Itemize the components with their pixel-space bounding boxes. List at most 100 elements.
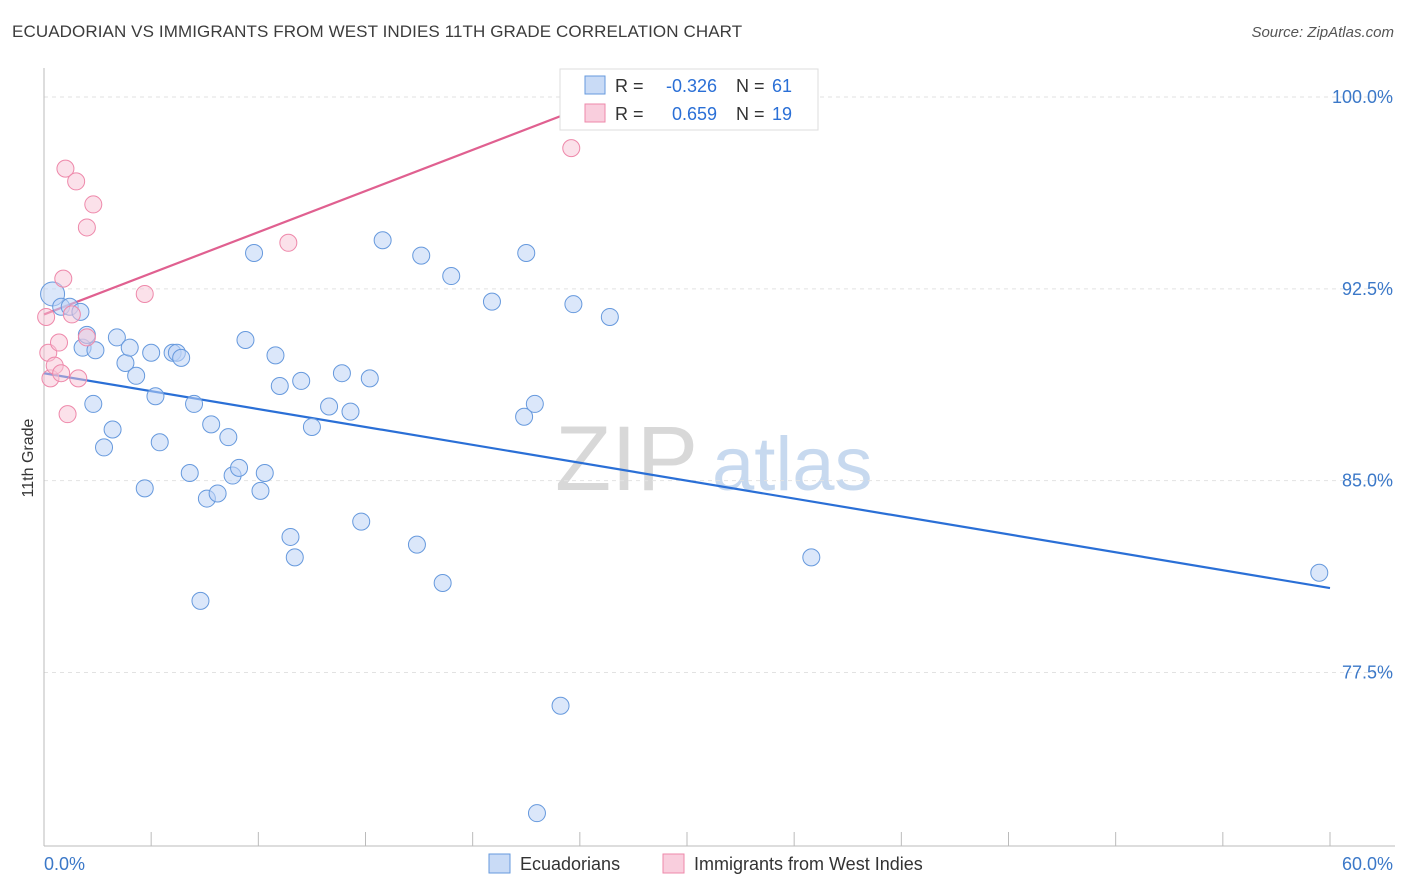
ecuadorian-point-25: [202, 415, 221, 434]
west-indies-point-14: [84, 195, 103, 214]
ecuadorian-point-49: [442, 267, 461, 286]
west-indies-point-5: [52, 364, 71, 383]
watermark-atlas: atlas: [712, 422, 873, 507]
ecuadorian-point-20: [172, 348, 191, 367]
west-indies-point-13: [77, 328, 96, 347]
ecuadorian-point-48: [433, 573, 452, 592]
stats-box: R = -0.326 N = 61 R = 0.659 N = 19: [559, 68, 819, 131]
west-indies-point-9: [62, 305, 81, 324]
ecuadorian-point-51: [515, 407, 534, 426]
ecuadorian-point-6: [86, 341, 105, 360]
stats-n-label-2: N =: [736, 104, 765, 124]
ecuadorian-point-32: [251, 481, 270, 500]
series-ecuadorians: [40, 231, 1329, 823]
west-indies-point-0: [37, 307, 56, 326]
ecuadorian-point-52: [517, 244, 536, 263]
ecuadorian-point-16: [146, 387, 165, 406]
ecuadorian-point-7: [84, 394, 103, 413]
ecuadorian-point-36: [281, 527, 300, 546]
ecuadorian-point-45: [373, 231, 392, 250]
ecuadorian-point-50: [482, 292, 501, 311]
ecuadorian-point-47: [412, 246, 431, 265]
ecuadorian-point-14: [135, 479, 154, 498]
x-axis-ticks: [43, 832, 1331, 846]
y-tick-label-2: 92.5%: [1342, 279, 1393, 299]
stats-r-label-2: R =: [615, 104, 644, 124]
stats-r-value-2: 0.659: [672, 104, 717, 124]
ecuadorian-point-39: [302, 417, 321, 436]
ecuadorian-point-59: [1310, 563, 1329, 582]
ecuadorian-point-23: [191, 591, 210, 610]
ecuadorian-point-22: [185, 394, 204, 413]
ecuadorian-point-15: [142, 343, 161, 362]
legend-swatch-ecuadorians: [488, 853, 511, 874]
ecuadorian-point-8: [95, 438, 114, 457]
west-indies-point-15: [135, 284, 154, 303]
stats-n-label-1: N =: [736, 76, 765, 96]
ecuadorian-point-17: [150, 433, 169, 452]
x-tick-label-0: 0.0%: [44, 854, 85, 874]
chart-title: ECUADORIAN VS IMMIGRANTS FROM WEST INDIE…: [12, 22, 743, 41]
west-indies-point-11: [69, 369, 88, 388]
ecuadorian-point-56: [564, 295, 583, 314]
ecuadorian-point-13: [127, 366, 146, 385]
stats-r-value-1: -0.326: [666, 76, 717, 96]
west-indies-point-10: [67, 172, 86, 191]
ecuadorian-point-26: [208, 484, 227, 503]
x-tick-label-1: 60.0%: [1342, 854, 1393, 874]
ecuadorian-point-34: [266, 346, 285, 365]
ecuadorian-trend-line: [43, 372, 1331, 590]
ecuadorian-point-33: [255, 463, 274, 482]
ecuadorian-point-29: [230, 458, 249, 477]
legend: Ecuadorians Immigrants from West Indies: [488, 853, 923, 874]
y-tick-label-0: 77.5%: [1342, 663, 1393, 683]
ecuadorian-point-12: [120, 338, 139, 357]
ecuadorian-point-21: [180, 463, 199, 482]
ecuadorian-point-9: [103, 420, 122, 439]
ecuadorian-point-41: [332, 364, 351, 383]
y-axis-title: 11th Grade: [20, 418, 37, 497]
stats-swatch-blue: [584, 75, 606, 95]
ecuadorian-point-44: [360, 369, 379, 388]
west-indies-point-17: [562, 139, 581, 158]
ecuadorian-point-57: [600, 307, 619, 326]
watermark-zip: ZIP: [555, 408, 698, 510]
x-tick-labels: 0.0% 60.0%: [44, 854, 1393, 874]
ecuadorian-point-40: [320, 397, 339, 416]
west-indies-point-4: [50, 333, 69, 352]
source-label: Source: ZipAtlas.com: [1251, 24, 1394, 41]
ecuadorian-point-37: [285, 548, 304, 567]
stats-n-value-2: 19: [772, 104, 792, 124]
stats-r-label-1: R =: [615, 76, 644, 96]
ecuadorian-point-31: [245, 244, 264, 263]
stats-n-value-1: 61: [772, 76, 792, 96]
ecuadorian-point-38: [292, 371, 311, 390]
trend-lines: [43, 78, 1331, 590]
ecuadorian-point-53: [525, 394, 544, 413]
legend-swatch-west-indies: [662, 853, 685, 874]
ecuadorian-point-46: [407, 535, 426, 554]
ecuadorian-point-54: [527, 804, 546, 823]
y-tick-label-1: 85.0%: [1342, 471, 1393, 491]
west-indies-point-6: [54, 269, 73, 288]
west-indies-point-7: [56, 159, 75, 178]
west-indies-point-12: [77, 218, 96, 237]
grid-lines: [44, 96, 1395, 673]
ecuadorian-point-27: [219, 428, 238, 447]
ecuadorian-point-58: [802, 548, 821, 567]
ecuadorian-point-10: [107, 328, 126, 347]
west-indies-point-16: [279, 233, 298, 252]
legend-label-west-indies: Immigrants from West Indies: [694, 854, 923, 874]
ecuadorian-point-42: [341, 402, 360, 421]
ecuadorian-point-43: [352, 512, 371, 531]
west-indies-trend-line: [43, 78, 658, 316]
ecuadorian-point-30: [236, 330, 255, 349]
y-tick-labels: 77.5% 85.0% 92.5% 100.0%: [1332, 87, 1393, 683]
series-west-indies: [37, 105, 589, 424]
stats-swatch-pink: [584, 103, 606, 123]
ecuadorian-point-35: [270, 377, 289, 396]
y-tick-label-3: 100.0%: [1332, 87, 1393, 107]
west-indies-point-8: [58, 405, 77, 424]
legend-label-ecuadorians: Ecuadorians: [520, 854, 620, 874]
